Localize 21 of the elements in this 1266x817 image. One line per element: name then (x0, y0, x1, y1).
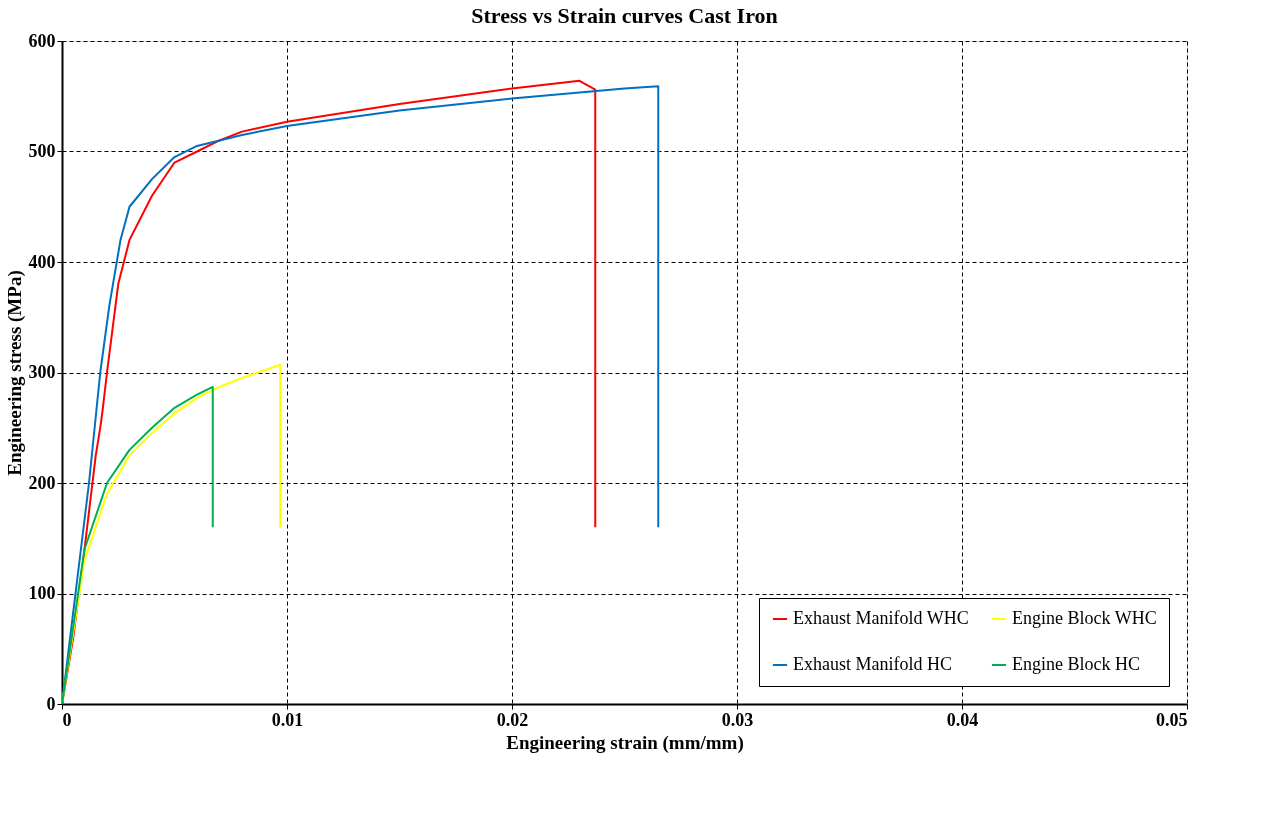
legend-label: Engine Block HC (1012, 654, 1140, 674)
legend-label: Engine Block WHC (1012, 608, 1157, 628)
x-axis-title: Engineering strain (mm/mm) (506, 731, 744, 754)
y-tick-label: 0 (46, 693, 56, 714)
legend-label: Exhaust Manifold HC (793, 654, 952, 674)
y-tick-label: 600 (28, 30, 56, 51)
y-tick-label: 400 (28, 251, 56, 272)
x-tick-label: 0.04 (946, 709, 979, 730)
y-tick-label: 200 (28, 472, 56, 493)
x-tick-label: 0.02 (496, 709, 529, 730)
x-tick-label: 0.05 (1156, 709, 1188, 730)
y-tick-label: 300 (28, 362, 56, 382)
y-tick-label: 500 (28, 141, 56, 161)
legend-label: Exhaust Manifold WHC (793, 608, 969, 628)
chart-title: Stress vs Strain curves Cast Iron (471, 3, 778, 28)
x-tick-label: 0.03 (721, 709, 754, 730)
y-axis-title: Engineering stress (MPa) (3, 270, 26, 476)
x-tick-label: 0 (62, 709, 72, 730)
x-tick-label: 0.01 (271, 709, 304, 730)
y-tick-label: 100 (28, 583, 56, 603)
line-series (61, 385, 214, 705)
